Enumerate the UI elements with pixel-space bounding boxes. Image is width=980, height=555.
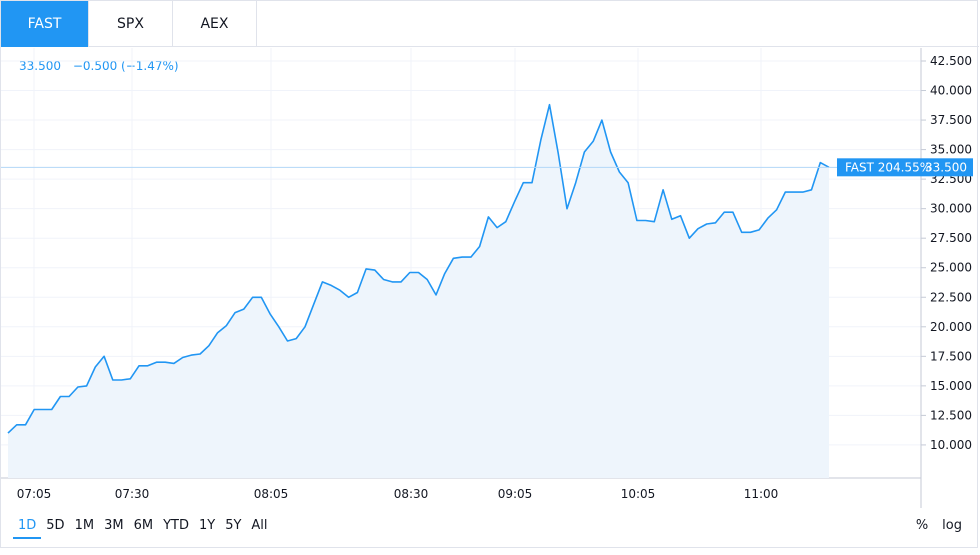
price-label-name: FAST 204.55% — [845, 160, 931, 174]
x-tick-label: 08:30 — [394, 487, 429, 501]
tab-fast[interactable]: FAST — [1, 1, 89, 47]
legend-value: 33.500 — [19, 59, 61, 73]
symbol-tabs: FAST SPX AEX — [1, 1, 979, 47]
legend-change: −0.500 (−1.47%) — [72, 59, 179, 73]
x-tick-label: 09:05 — [498, 487, 533, 501]
range-button-ytd[interactable]: YTD — [163, 518, 189, 533]
x-tick-label: 07:05 — [17, 487, 52, 501]
range-button-1m[interactable]: 1M — [74, 518, 95, 533]
y-tick-label: 22.500 — [930, 290, 972, 304]
series-line — [7, 103, 830, 434]
y-tick-label: 10.000 — [930, 438, 972, 452]
y-tick-label: 15.000 — [930, 379, 972, 393]
tab-aex[interactable]: AEX — [173, 1, 257, 47]
x-tick-label: 08:05 — [254, 487, 289, 501]
range-button-1y[interactable]: 1Y — [198, 518, 216, 533]
y-tick-label: 35.000 — [930, 143, 972, 157]
range-button-all[interactable]: All — [251, 518, 268, 533]
range-button-3m[interactable]: 3M — [104, 518, 124, 533]
y-tick-label: 40.000 — [930, 84, 972, 98]
y-tick-label: 25.000 — [930, 261, 972, 275]
x-tick-label: 07:30 — [115, 487, 150, 501]
range-button-6m[interactable]: 6M — [133, 518, 154, 533]
y-tick-label: 17.500 — [930, 349, 972, 363]
y-tick-label: 37.500 — [930, 113, 972, 127]
y-tick-label: 42.500 — [930, 54, 972, 68]
y-tick-label: 27.500 — [930, 231, 972, 245]
series-legend: 33.500 −0.500 (−1.47%) — [19, 59, 187, 73]
range-button-5y[interactable]: 5Y — [225, 518, 242, 533]
x-tick-label: 11:00 — [744, 487, 779, 501]
range-button-1d[interactable]: 1D — [13, 517, 42, 539]
log-scale-button[interactable]: log — [942, 518, 962, 533]
y-tick-label: 30.000 — [930, 202, 972, 216]
series-area-fill — [8, 104, 829, 478]
percent-scale-button[interactable]: % — [915, 518, 929, 533]
y-tick-label: 20.000 — [930, 320, 972, 334]
x-tick-label: 10:05 — [621, 487, 656, 501]
range-toolbar: 1D 5D 1M 3M 6M YTD 1Y 5Y All % log — [1, 509, 979, 545]
price-chart[interactable]: 10.000 12.500 15.000 17.500 20.000 22.500 25.0… — [1, 48, 979, 508]
range-button-5d[interactable]: 5D — [46, 518, 65, 533]
price-label-value: 33.500 — [925, 160, 967, 174]
time-range-buttons: 1D 5D 1M 3M 6M YTD 1Y 5Y All — [13, 517, 273, 539]
y-tick-label: 12.500 — [930, 408, 972, 422]
tab-spx[interactable]: SPX — [89, 1, 173, 47]
price-label-badge — [837, 158, 973, 177]
scale-buttons: % log — [909, 517, 969, 534]
